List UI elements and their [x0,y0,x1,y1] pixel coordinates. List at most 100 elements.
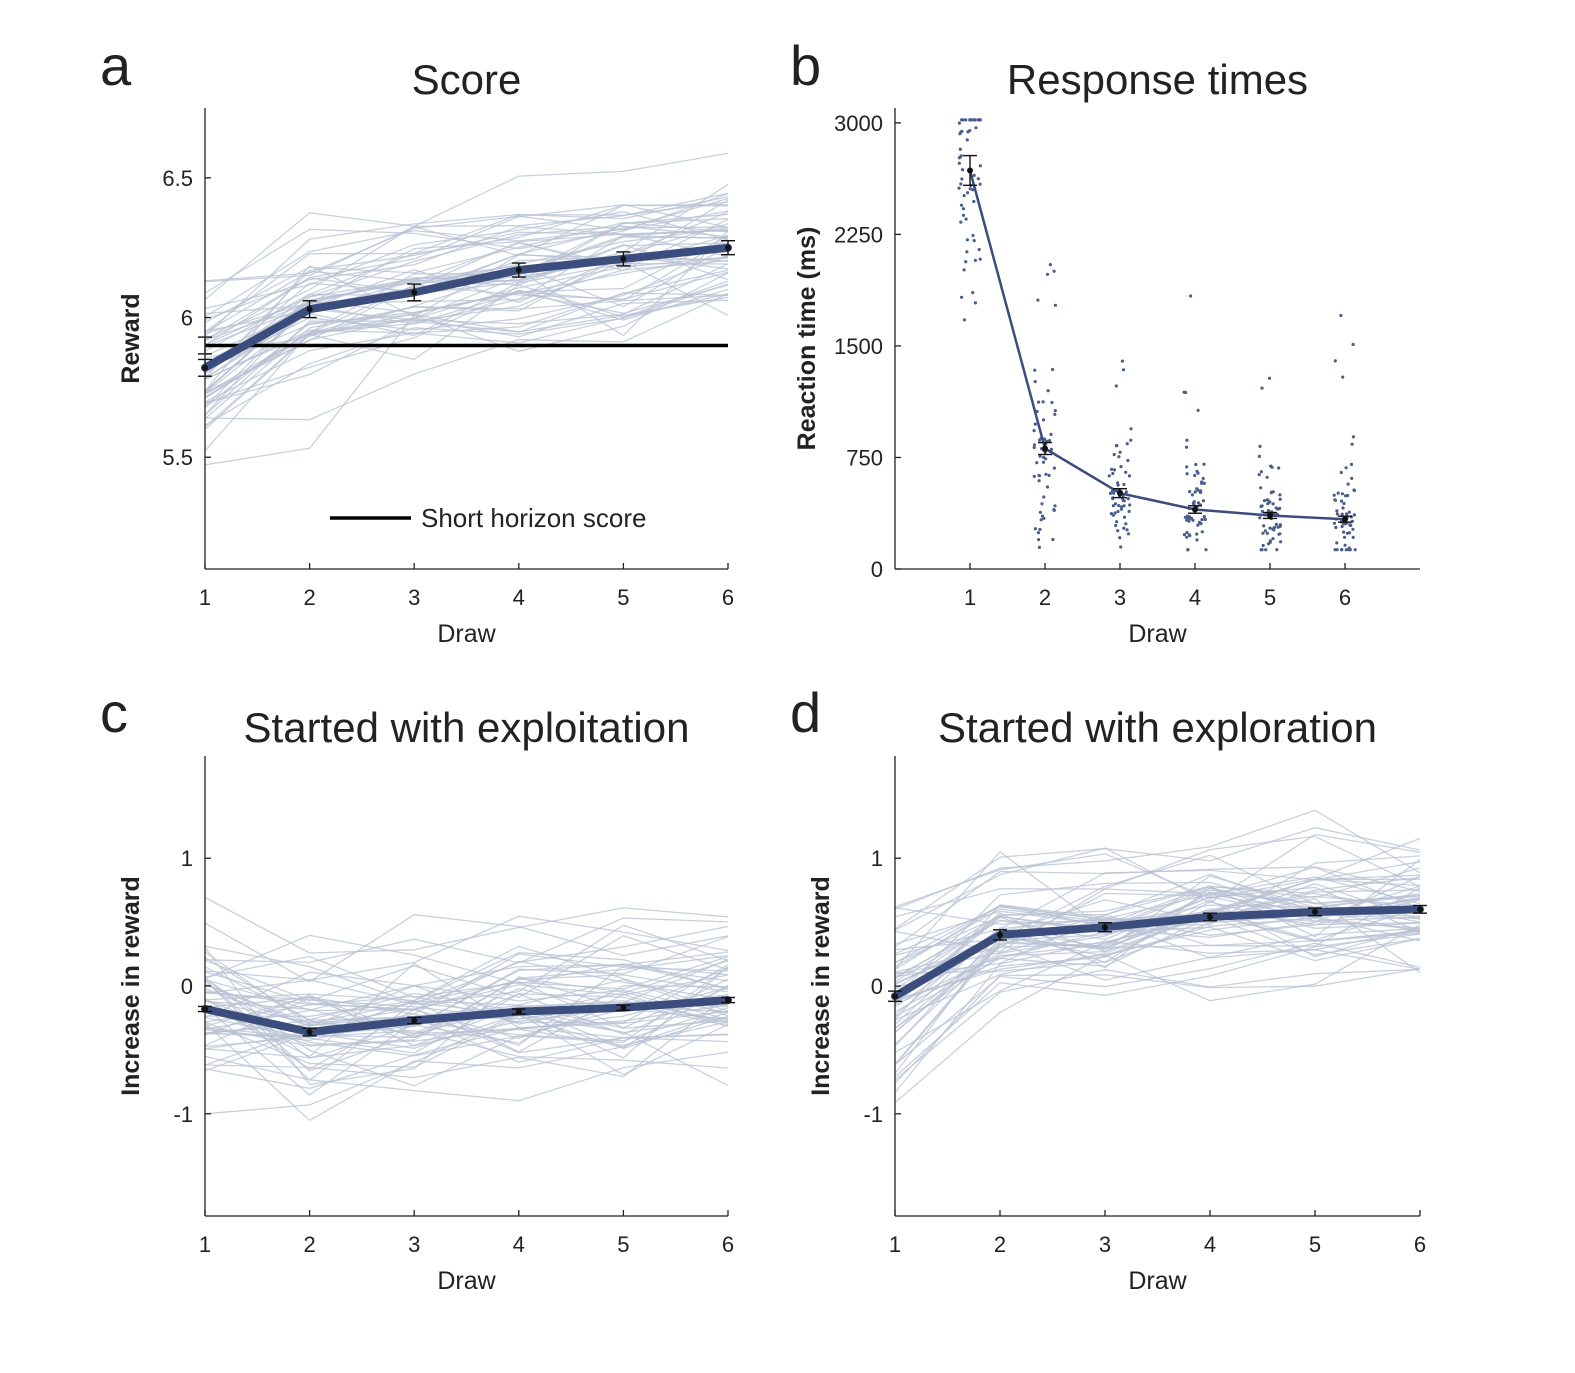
rt-point [1270,465,1274,469]
mean-point [1117,490,1123,497]
rt-point [1185,514,1190,518]
rt-point [1347,510,1351,514]
rt-point [1259,504,1263,509]
rt-point [1351,435,1355,439]
rt-point [1335,512,1339,516]
rt-point [959,182,963,186]
rt-point [1259,486,1263,490]
rt-point [1351,535,1355,540]
rt-point [1182,533,1186,537]
rt-point [1053,303,1057,307]
participant-line [204,204,729,333]
rt-point [1117,504,1121,508]
participant-line [894,809,1421,910]
rt-point [1339,313,1343,318]
rt-point [1200,481,1204,485]
participant-line [894,866,1421,973]
rt-point [1037,400,1041,404]
rt-point [1053,412,1057,416]
rt-point [1111,471,1115,476]
participant-line [204,1011,729,1122]
rt-point [1108,491,1113,495]
rt-point [1113,502,1118,506]
panel-a: a Score Short horizon score 5.5 6 6.5 1 2 3 4 5 6 Dr… [100,34,735,648]
rt-point [957,161,961,165]
x-tick-label: 6 [1414,1232,1426,1257]
rt-point [1344,548,1348,552]
rt-point [1189,516,1194,520]
rt-point [1350,476,1354,480]
rt-point [1266,509,1270,513]
participant-line [894,867,1421,980]
rt-point [1124,522,1128,526]
rt-point [1040,502,1044,506]
rt-point [1193,473,1197,478]
rt-point [1116,483,1120,487]
panel-letter: c [100,681,128,744]
rt-point [1339,470,1343,475]
rt-point [1196,488,1200,492]
rt-point [1257,473,1261,477]
rt-point [1345,512,1349,516]
participant-line [894,881,1421,998]
rt-point [1261,543,1265,548]
participant-line [204,935,729,1002]
rt-point [1333,359,1337,363]
participant-line [204,152,729,301]
mean-line [968,169,1347,521]
y-tick-label: 1 [871,846,883,871]
x-tick-label: 5 [617,1232,629,1257]
rt-point [1278,497,1282,501]
rt-point [1187,519,1191,523]
rt-point [971,233,975,238]
rt-point [1050,400,1054,405]
rt-point [1202,481,1206,485]
participant-line [204,993,729,1053]
rt-point [1119,507,1123,511]
participant-line [894,940,1421,1093]
panel-b: b Response times 0 750 1500 2250 3000 1 2 3 4 5 6 Dra… [790,34,1420,648]
participant-line [204,299,729,394]
rt-point [1274,522,1278,527]
rt-point [1185,530,1189,535]
participant-line [204,947,729,1086]
y-axis-label: Reaction time (ms) [793,227,821,451]
rt-point [1275,548,1279,552]
rt-point [1272,528,1276,532]
rt-point [1193,490,1197,494]
rt-point [1347,531,1352,535]
x-tick-label: 1 [889,1232,901,1257]
rt-point [1334,525,1338,530]
rt-point [959,130,963,134]
participant-line [894,942,1421,1066]
rt-point [1052,508,1056,512]
rt-point [971,188,975,192]
rt-point [1186,548,1190,552]
mean-point [620,1004,627,1011]
rt-point [1346,482,1350,486]
participant-line [204,955,729,998]
x-tick-label: 2 [1039,585,1051,610]
x-tick-label: 5 [1309,1232,1321,1257]
rt-point [1125,528,1129,532]
rt-point [1052,269,1056,273]
participant-line [204,234,729,348]
mean-point [1417,906,1423,913]
rt-point [958,147,962,151]
y-tick-label: 750 [846,445,883,470]
y-tick-label: 3000 [834,111,883,136]
rt-point [1121,368,1126,372]
panel-c: c Started with exploitation -1 0 1 1 2 3 4 5 6 Draw… [100,681,735,1295]
mean-point [411,1017,418,1024]
rt-point [1128,503,1132,507]
rt-point [1032,443,1036,447]
rt-point [1037,474,1042,478]
rt-point [1122,482,1126,487]
rt-point [1349,462,1354,466]
rt-point [1344,522,1348,526]
rt-point [957,186,961,190]
rt-point [1279,540,1283,544]
rt-point [1259,470,1263,474]
rt-point [1341,506,1345,510]
x-axis-label: Draw [437,1267,496,1295]
